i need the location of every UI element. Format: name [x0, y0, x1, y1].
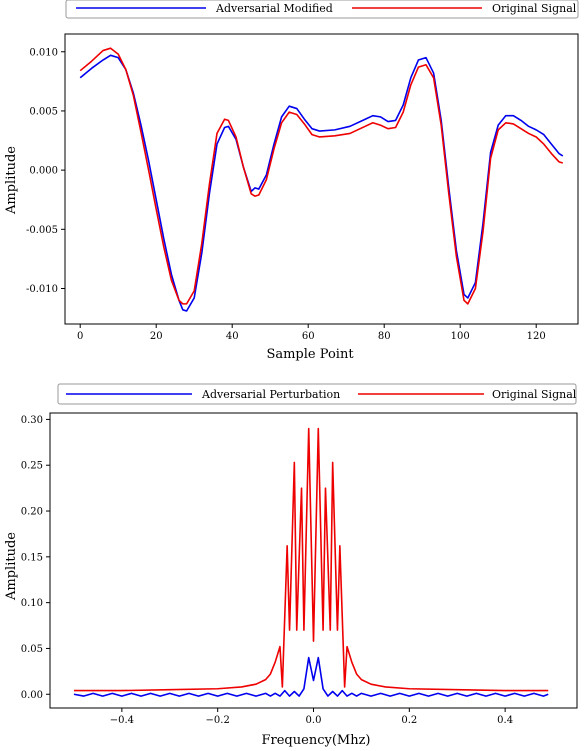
- y-tick-label: 0.05: [21, 644, 43, 655]
- legend-top-label-red: Original Signal: [492, 2, 577, 15]
- x-tick-label: −0.2: [206, 715, 230, 726]
- series-line-red-0: [79, 47, 564, 305]
- x-tick-label: 80: [378, 331, 391, 342]
- legend-top-label-blue: Adversarial Modified: [215, 2, 333, 15]
- y-tick-label: -0.010: [26, 284, 58, 295]
- x-tick-label: 100: [451, 331, 470, 342]
- y-tick-label: 0.005: [29, 106, 58, 117]
- legend-top: Adversarial Modified Original Signal: [65, 0, 579, 19]
- legend-top-frame: [65, 0, 579, 19]
- x-tick-label: 0.4: [497, 715, 513, 726]
- series-line-blue-1: [73, 656, 549, 697]
- y-tick-label: 0.30: [21, 415, 43, 426]
- chart-top: Adversarial Modified Original Signal 0 20…: [4, 0, 579, 362]
- legend-bottom-label-red: Original Signal: [492, 388, 577, 401]
- y-tick-label: 0.20: [21, 507, 43, 518]
- x-axis-label-top: Sample Point: [266, 347, 354, 362]
- axes-frame-1: [49, 412, 578, 709]
- chart-bottom: Adversarial Perturbation Original Signal…: [4, 383, 578, 748]
- y-axis-label-bottom: Amplitude: [4, 532, 19, 601]
- y-tick-label: 0.15: [21, 552, 43, 563]
- x-tick-label: 0: [77, 331, 83, 342]
- y-tick-label: 0.010: [29, 47, 58, 58]
- x-tick-label: 60: [302, 331, 315, 342]
- x-tick-label: 20: [150, 331, 163, 342]
- y-axis-label-top: Amplitude: [4, 146, 19, 215]
- legend-bottom-frame: [57, 383, 577, 405]
- series-line-red-1: [73, 427, 549, 692]
- x-tick-label: 40: [226, 331, 239, 342]
- y-tick-label: 0.000: [29, 166, 58, 177]
- plot-area-bottom: −0.4 −0.2 0.0 0.2 0.4 0.00 0.05 0.10 0.15 0.20 0.2…: [21, 412, 578, 726]
- y-tick-label: 0.25: [21, 461, 43, 472]
- legend-bottom-label-blue: Adversarial Perturbation: [201, 388, 340, 401]
- plot-area-top: 0 20 40 60 80 100 120 -0.010 -0.005 0.000 0.005 0.0…: [26, 33, 579, 342]
- y-tick-label: 0.10: [21, 598, 43, 609]
- x-tick-label: 0.2: [401, 715, 417, 726]
- y-tick-label: -0.005: [26, 225, 58, 236]
- x-tick-label: 120: [527, 331, 546, 342]
- y-tick-label: 0.00: [21, 690, 43, 701]
- x-axis-label-bottom: Frequency(Mhz): [262, 733, 371, 748]
- x-tick-label: −0.4: [110, 715, 134, 726]
- axes-frame-0: [64, 33, 579, 325]
- series-line-blue-0: [79, 54, 564, 312]
- legend-bottom: Adversarial Perturbation Original Signal: [57, 383, 577, 405]
- x-tick-label: 0.0: [306, 715, 322, 726]
